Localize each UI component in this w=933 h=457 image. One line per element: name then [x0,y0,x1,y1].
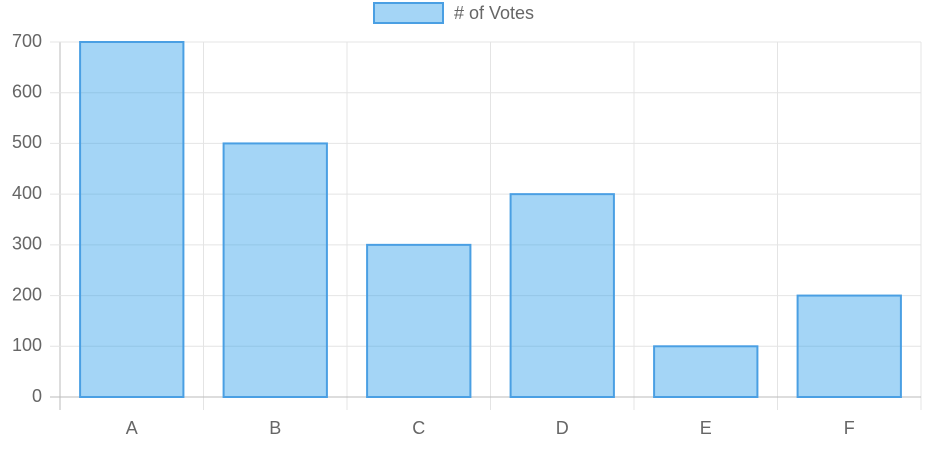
y-tick-label: 500 [12,132,42,152]
y-tick-label: 300 [12,234,42,254]
x-tick-label: D [556,418,569,438]
y-tick-label: 0 [32,386,42,406]
y-tick-label: 400 [12,183,42,203]
y-tick-label: 100 [12,335,42,355]
legend-swatch [373,2,444,24]
x-tick-label: C [412,418,425,438]
legend-label: # of Votes [454,3,534,23]
bar [366,243,472,398]
bar [79,41,185,398]
y-tick-label: 200 [12,284,42,304]
y-tick-label: 600 [12,81,42,101]
x-tick-label: B [269,418,281,438]
bar [653,345,759,398]
x-tick-label: A [126,418,138,438]
bar [222,142,328,398]
y-tick-label: 700 [12,31,42,51]
x-tick-label: F [844,418,855,438]
bar [509,193,615,398]
x-tick-label: E [700,418,712,438]
bar [796,294,902,399]
